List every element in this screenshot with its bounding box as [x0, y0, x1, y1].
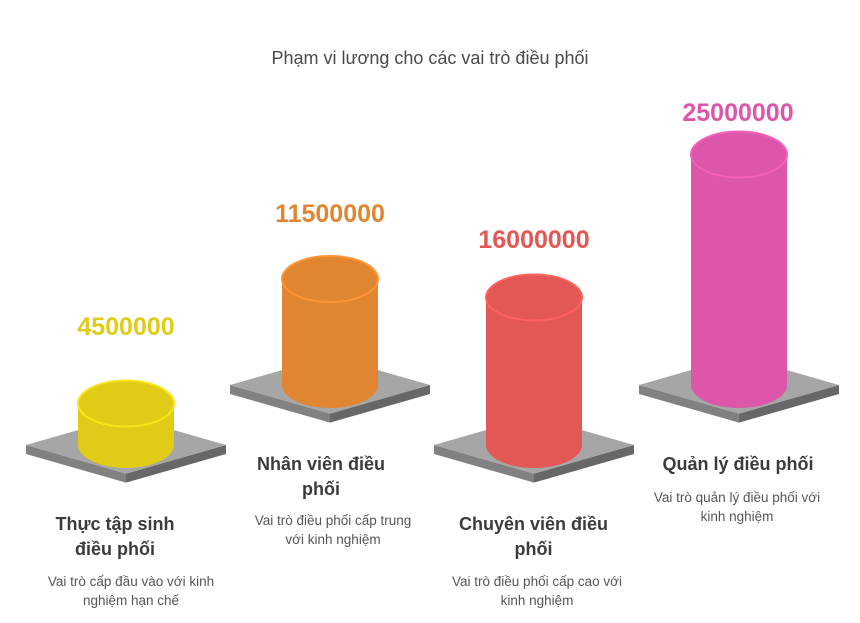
platform-right-face-manager [739, 385, 839, 423]
cylinder-top-manager [690, 130, 788, 179]
role-name-staff: Nhân viên điều phối [256, 454, 386, 499]
platform-left-face-intern [26, 445, 126, 483]
value-label-staff: 11500000 [275, 200, 385, 228]
cylinder-top-specialist [485, 273, 583, 322]
cylinder-body-staff [282, 278, 378, 408]
cylinder-top-intern [77, 379, 175, 428]
role-name-intern: Thực tập sinh điều phối [55, 514, 175, 559]
role-name-specialist: Chuyên viên điều phối [458, 514, 609, 559]
role-desc-manager: Vai trò quản lý điều phối với kinh nghiệ… [653, 490, 821, 524]
cylinder-body-specialist [486, 297, 582, 468]
platform-right-face-staff [330, 385, 430, 423]
cylinder-top-staff [281, 254, 379, 303]
role-desc-specialist: Vai trò điều phối cấp cao với kinh nghiệ… [452, 574, 622, 608]
platform-right-face-specialist [534, 445, 634, 483]
role-desc-intern: Vai trò cấp đầu vào với kinh nghiệm hạn … [47, 574, 215, 608]
chart-title: Phạm vi lương cho các vai trò điều phối [271, 48, 589, 68]
role-name-manager: Quản lý điều phối [662, 454, 814, 474]
platform-left-face-staff [230, 385, 330, 423]
value-label-manager: 25000000 [682, 99, 794, 127]
role-desc-staff: Vai trò điều phối cấp trung với kinh ngh… [254, 513, 412, 547]
platform-left-face-specialist [434, 445, 534, 483]
value-label-intern: 4500000 [77, 313, 175, 341]
platform-right-face-intern [126, 445, 226, 483]
cylinder-body-manager [691, 154, 787, 408]
value-label-specialist: 16000000 [478, 226, 590, 254]
platform-left-face-manager [639, 385, 739, 423]
